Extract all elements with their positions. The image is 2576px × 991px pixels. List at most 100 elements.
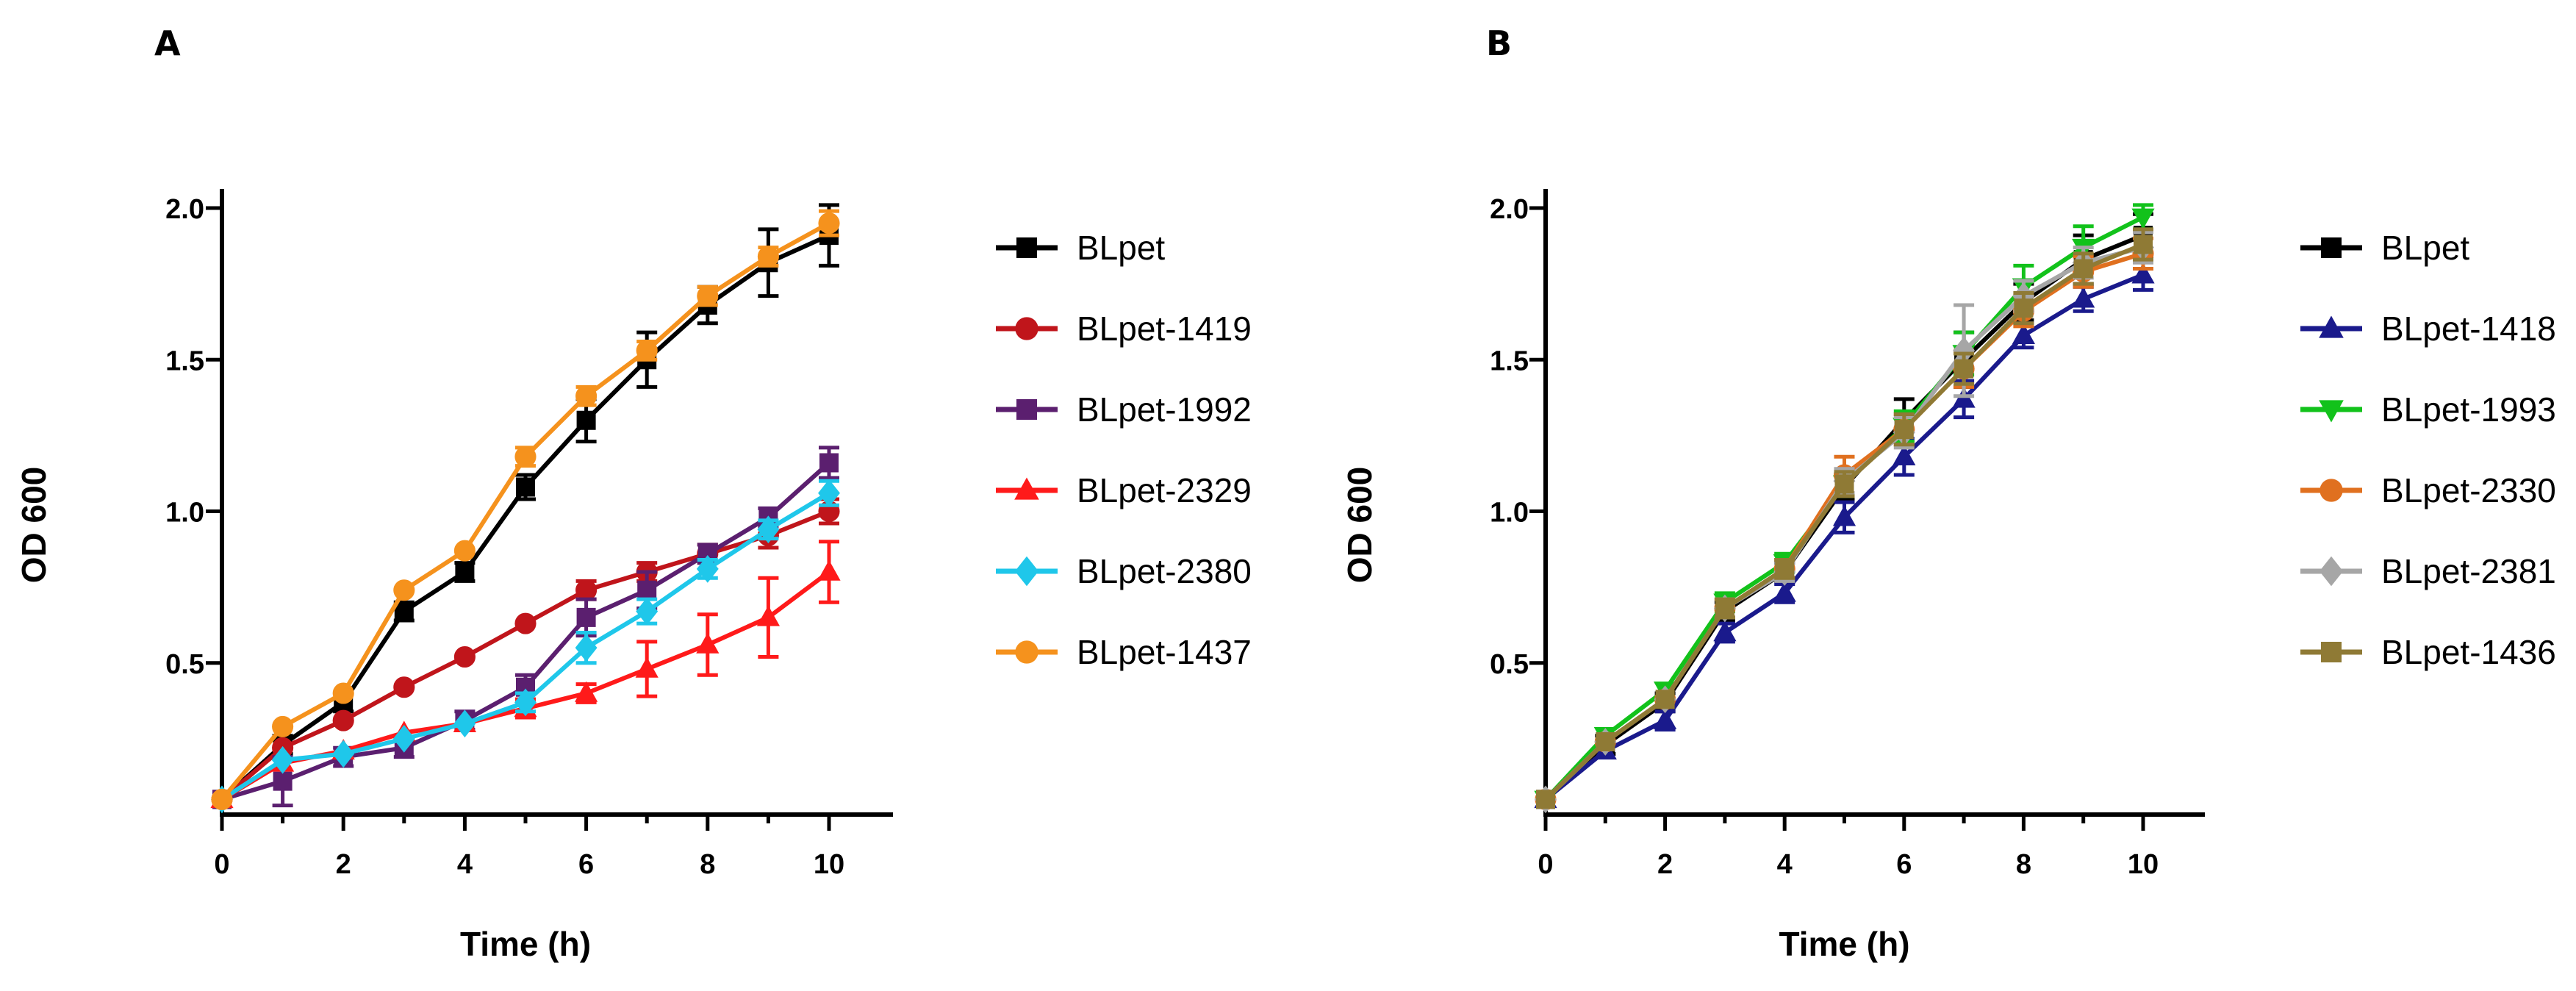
- panel-b-data-point: [1655, 690, 1675, 709]
- panel-a-legend-label: BLpet-1419: [1077, 310, 1252, 348]
- panel-a-x-tick-label: 10: [814, 849, 844, 880]
- panel-b-data-point: [2014, 298, 2034, 318]
- panel-a-x-tick-label: 2: [336, 849, 351, 880]
- panel-b-data-point: [1654, 708, 1677, 729]
- panel-a-y-tick-label: 2.0: [165, 194, 204, 225]
- panel-b-y-tick-label: 1.0: [1490, 498, 1529, 529]
- panel-a-series-blpet-2380: [211, 479, 840, 814]
- panel-b-data-point: [2073, 259, 2093, 279]
- panel-a-legend-marker: [1014, 477, 1039, 500]
- panel-b-x-tick-label: 6: [1896, 849, 1912, 880]
- panel-b-legend-marker: [2321, 237, 2342, 258]
- panel-b-data-point: [1892, 445, 1916, 465]
- panel-a-y-title: OD 600: [15, 467, 53, 584]
- panel-a-data-point: [696, 632, 720, 654]
- panel-a-data-point: [756, 605, 780, 626]
- panel-b-legend-marker: [2321, 642, 2342, 662]
- panel-b-data-point: [2131, 208, 2155, 229]
- panel-b-legend-label: BLpet-1436: [2381, 633, 2556, 671]
- panel-b-data-point: [1832, 505, 1856, 526]
- panel-a-data-point: [271, 745, 294, 774]
- panel-a-data-point: [211, 788, 233, 810]
- panel-b-data-point: [2131, 262, 2155, 284]
- panel-b-legend-label: BLpet: [2381, 229, 2469, 267]
- panel-b-data-point: [1775, 559, 1795, 579]
- panel-a-legend-marker: [1016, 237, 1037, 258]
- panel-a-data-point: [393, 579, 415, 601]
- panel-a-legend-label: BLpet: [1077, 229, 1165, 267]
- panel-a-data-point: [453, 709, 476, 738]
- panel-a-x-tick-label: 6: [578, 849, 594, 880]
- panel-a-data-point: [757, 246, 779, 268]
- panel-b-legend-marker: [2319, 400, 2344, 423]
- panel-b-legend-marker: [2320, 479, 2343, 502]
- panel-a-legend-marker: [1016, 399, 1037, 420]
- panel-b-data-point: [1713, 620, 1737, 642]
- panel-a-data-point: [514, 446, 537, 468]
- panel-a-data-point: [819, 453, 839, 473]
- panel-a-data-point: [273, 771, 293, 791]
- panel-b-data-point: [1954, 359, 1974, 379]
- panel-b-data-point: [1953, 337, 1976, 365]
- panel-a-y-tick-label: 0.5: [165, 649, 204, 680]
- panel-a-data-point: [455, 562, 475, 582]
- panel-a-data-point: [453, 645, 476, 668]
- panel-a-legend-marker: [1015, 640, 1038, 664]
- panel-b-x-tick-label: 2: [1657, 849, 1673, 880]
- panel-b-legend-marker: [2319, 315, 2344, 338]
- panel-b-label: B: [1486, 24, 1512, 63]
- panel-a-data-point: [576, 607, 596, 627]
- panel-a-data-point: [636, 597, 659, 626]
- panel-a-x-tick-label: 8: [700, 849, 715, 880]
- panel-b-legend-label: BLpet-2381: [2381, 552, 2556, 590]
- panel-b-legend-label: BLpet-1993: [2381, 390, 2556, 429]
- panel-b-data-point: [1715, 598, 1734, 618]
- panel-b-legend-label: BLpet-2330: [2381, 471, 2556, 509]
- panel-b-data-point: [1596, 732, 1615, 751]
- panel-b-x-title: Time (h): [1779, 925, 1909, 963]
- panel-a-legend-marker: [1015, 317, 1038, 340]
- panel-a-legend-label: BLpet-2329: [1077, 471, 1252, 509]
- panel-a-data-point: [575, 681, 598, 702]
- panel-a-data-point: [635, 657, 659, 678]
- panel-a-label: A: [154, 24, 181, 63]
- panel-a-legend-label: BLpet-1992: [1077, 390, 1252, 429]
- panel-b-y-title: OD 600: [1341, 467, 1379, 584]
- panel-a-x-tick-label: 0: [214, 849, 229, 880]
- panel-a-data-point: [272, 715, 294, 737]
- panel-a-data-point: [514, 688, 537, 717]
- panel-a: A 0 2 4 6 8 10 0.5 1.0 1.5 2.0 Time (h) OD 600 BLpet B…: [15, 24, 1252, 963]
- panel-a-data-point: [393, 676, 415, 698]
- panel-a-legend-marker: [1014, 556, 1039, 587]
- panel-b-legend-marker: [2319, 556, 2344, 587]
- panel-a-data-point: [514, 612, 537, 634]
- panel-a-data-point: [757, 515, 780, 544]
- panel-a-legend-label: BLpet-2380: [1077, 552, 1252, 590]
- panel-a-y-tick-label: 1.5: [165, 346, 204, 376]
- panel-a-legend-label: BLpet-1437: [1077, 633, 1252, 671]
- panel-a-data-point: [817, 559, 841, 581]
- panel-a-data-point: [637, 580, 657, 600]
- panel-a-data-point: [332, 709, 354, 731]
- panel-b-legend: BLpet BLpet-1418 BLpet-1993 BLpet-2330 BLpet…: [2300, 229, 2556, 671]
- panel-b-x-tick-label: 10: [2128, 849, 2159, 880]
- panel-b-data-point: [2072, 287, 2095, 308]
- panel-b-legend-label: BLpet-1418: [2381, 310, 2556, 348]
- panel-a-x-tick-label: 4: [457, 849, 473, 880]
- panel-a-data-point: [332, 682, 354, 704]
- panel-b-y-tick-label: 0.5: [1490, 649, 1529, 680]
- panel-a-series-blpet-1437: [211, 209, 840, 810]
- panel-a-data-point: [575, 634, 598, 662]
- panel-b-y-tick-label: 1.5: [1490, 346, 1529, 376]
- panel-b-x-tick-label: 4: [1777, 849, 1793, 880]
- panel-b-data-point: [1894, 420, 1914, 440]
- panel-a-y-tick-label: 1.0: [165, 498, 204, 529]
- panel-b-x-tick-label: 0: [1538, 849, 1553, 880]
- panel-a-x-title: Time (h): [460, 925, 591, 963]
- panel-a-data-point: [696, 555, 719, 583]
- panel-a-data-point: [392, 725, 415, 753]
- panel-a-data-point: [575, 385, 598, 407]
- panel-a-data-point: [636, 340, 658, 362]
